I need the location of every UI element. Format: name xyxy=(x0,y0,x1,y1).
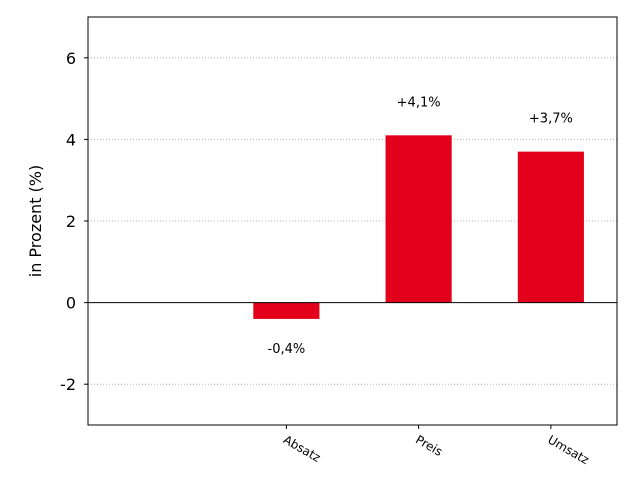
y-axis-ticks: -2 0 2 4 6 xyxy=(60,49,88,394)
data-labels: -0,4% +4,1% +3,7% xyxy=(268,95,573,357)
y-tick-label: 0 xyxy=(66,294,76,313)
x-tick-label-umsatz: Umsatz xyxy=(545,432,591,467)
data-label-preis: +4,1% xyxy=(397,95,441,110)
bar-umsatz xyxy=(517,151,584,303)
x-axis-ticks: Absatz Preis Umsatz xyxy=(281,425,591,467)
y-axis-label: in Prozent (%) xyxy=(26,165,45,277)
y-tick-label: 2 xyxy=(66,212,76,231)
data-label-umsatz: +3,7% xyxy=(529,112,573,127)
y-tick-label: 4 xyxy=(66,130,76,149)
gridlines xyxy=(88,57,617,385)
bars xyxy=(253,135,584,319)
x-tick-label-preis: Preis xyxy=(413,432,445,458)
data-label-absatz: -0,4% xyxy=(268,342,306,357)
bar-absatz xyxy=(253,302,320,319)
y-tick-label: 6 xyxy=(66,49,76,68)
x-tick-label-absatz: Absatz xyxy=(281,432,323,464)
bar-preis xyxy=(385,135,452,303)
y-tick-label: -2 xyxy=(60,375,76,394)
